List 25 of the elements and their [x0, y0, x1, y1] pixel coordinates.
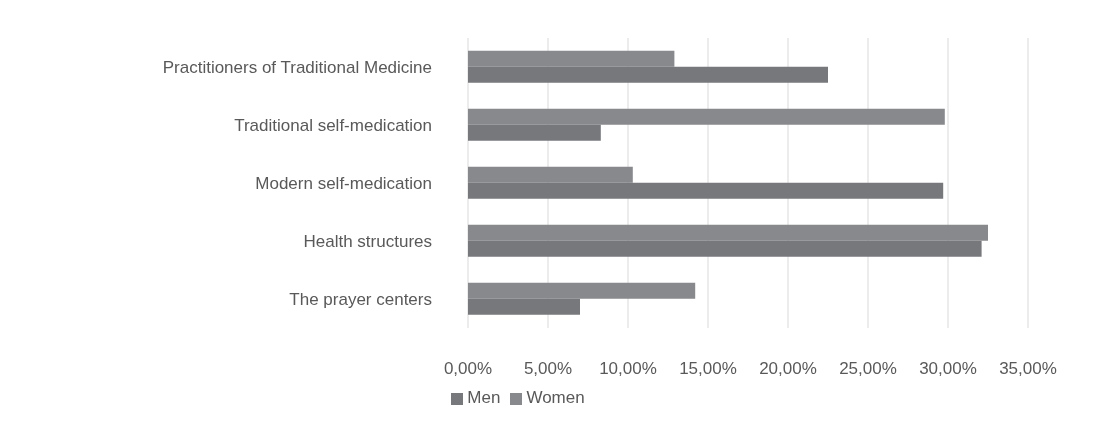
y-tick-label: Practitioners of Traditional Medicine	[162, 58, 432, 78]
x-tick-label: 0,00%	[443, 359, 493, 379]
x-tick-label: 35,00%	[999, 359, 1057, 379]
bar	[468, 282, 696, 299]
x-tick-label: 15,00%	[679, 359, 737, 379]
x-tick-label: 10,00%	[599, 359, 657, 379]
bar	[468, 240, 982, 257]
x-tick-label: 25,00%	[839, 359, 897, 379]
y-tick-label: Traditional self-medication	[234, 116, 432, 136]
bar	[468, 108, 945, 125]
bar	[468, 182, 944, 199]
y-tick-label: Health structures	[303, 232, 432, 252]
x-tick-label: 30,00%	[919, 359, 977, 379]
x-tick-label: 20,00%	[759, 359, 817, 379]
x-tick-label: 5,00%	[523, 359, 573, 379]
bar	[468, 50, 675, 67]
y-tick-label: The prayer centers	[289, 290, 432, 310]
legend-label: Women	[526, 388, 585, 407]
bar	[468, 124, 601, 141]
bar	[468, 166, 633, 183]
bar	[468, 298, 580, 315]
y-tick-label: Modern self-medication	[255, 174, 432, 194]
bar	[468, 224, 988, 241]
legend-label: Men	[467, 388, 501, 407]
bar	[468, 66, 828, 83]
